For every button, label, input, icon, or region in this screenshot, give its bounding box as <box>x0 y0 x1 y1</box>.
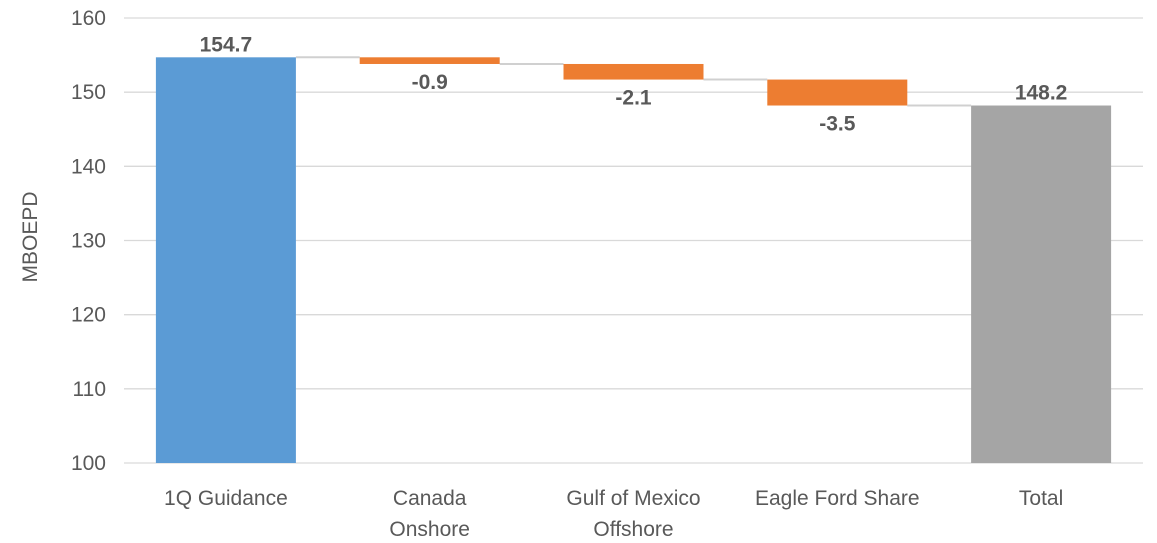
x-category-label: Gulf of Mexico Offshore <box>566 487 700 541</box>
bars <box>155 57 1112 464</box>
data-label: -0.9 <box>412 71 448 94</box>
data-labels: 154.7 -0.9 -2.1 -3.5 148.2 <box>200 33 1068 135</box>
y-axis-title: MBOEPD <box>19 191 42 282</box>
y-axis-ticks: 100 110 120 130 140 150 160 <box>71 7 106 475</box>
data-label: -3.5 <box>819 113 856 136</box>
x-category-label: 1Q Guidance <box>164 487 288 510</box>
y-tick-label: 110 <box>73 378 106 401</box>
x-category-label: Total <box>1019 487 1063 510</box>
data-label: -2.1 <box>615 87 652 110</box>
x-axis-categories: 1Q Guidance Canada Onshore Gulf of Mexico Of… <box>164 487 1063 541</box>
connector-lines <box>295 56 972 107</box>
y-tick-label: 140 <box>71 155 106 178</box>
data-label: 148.2 <box>1015 82 1068 105</box>
x-category-label: Canada Onshore <box>389 487 470 541</box>
x-category-label: Eagle Ford Share <box>755 487 920 510</box>
y-tick-label: 120 <box>71 304 106 327</box>
bar-3 <box>767 79 908 106</box>
data-label: 154.7 <box>200 33 253 56</box>
y-tick-label: 150 <box>71 81 106 104</box>
bar-4 <box>971 105 1112 464</box>
y-tick-label: 130 <box>71 230 106 253</box>
bar-0 <box>155 57 296 463</box>
y-tick-label: 100 <box>71 452 106 475</box>
y-tick-label: 160 <box>71 7 106 30</box>
bar-1 <box>359 57 500 64</box>
bar-2 <box>563 63 704 80</box>
